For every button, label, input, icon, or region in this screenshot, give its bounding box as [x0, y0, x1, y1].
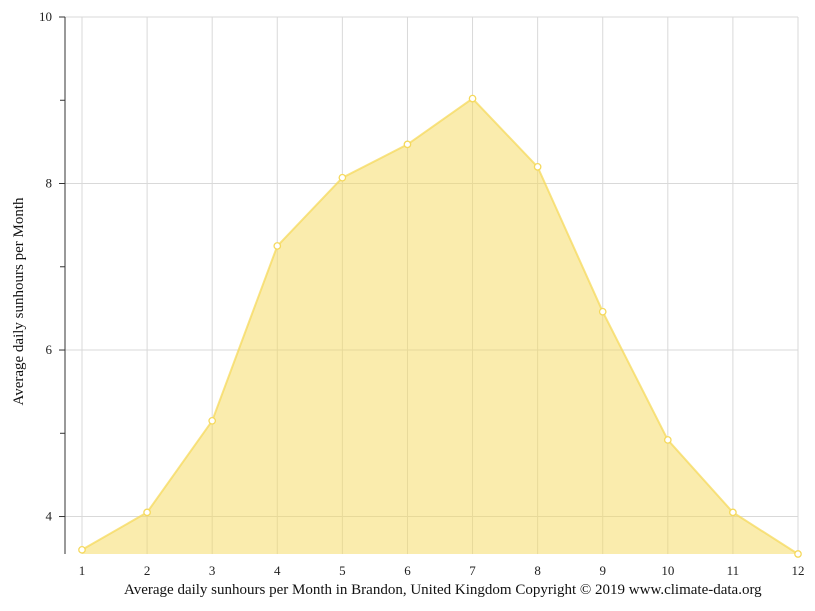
x-tick-label: 10: [661, 563, 674, 578]
data-point: [468, 94, 477, 103]
x-tick-label: 12: [792, 563, 805, 578]
y-tick-label: 8: [46, 176, 53, 191]
data-point: [338, 173, 347, 182]
data-point: [273, 242, 282, 250]
x-tick-label: 5: [339, 563, 346, 578]
data-point: [663, 436, 672, 444]
y-tick-label: 10: [39, 9, 52, 24]
y-tick-label: 4: [46, 509, 53, 524]
y-tick-label: 6: [46, 342, 53, 357]
x-tick-label: 2: [144, 563, 151, 578]
data-points: [78, 94, 802, 558]
data-point: [533, 163, 542, 171]
x-tick-label: 6: [404, 563, 411, 578]
sunhours-line: [81, 97, 799, 555]
data-point: [403, 140, 412, 149]
data-point: [729, 508, 737, 517]
sunhours-area: [82, 98, 798, 554]
x-tick-label: 8: [534, 563, 541, 578]
area-layer: [81, 97, 799, 555]
x-tick-label: 9: [599, 563, 606, 578]
x-axis: 1 2 3 4 5 6 7 8 9 10 11 12: [79, 563, 805, 578]
chart-caption: Average daily sunhours per Month in Bran…: [124, 582, 762, 598]
y-axis: 4 6 8 10: [39, 9, 66, 554]
data-point: [208, 416, 217, 425]
x-tick-label: 11: [727, 563, 740, 578]
data-point: [143, 508, 151, 517]
data-point: [794, 550, 802, 558]
x-tick-label: 7: [469, 563, 476, 578]
x-tick-label: 1: [79, 563, 86, 578]
x-tick-label: 3: [209, 563, 216, 578]
data-point: [78, 545, 86, 554]
y-axis-title: Average daily sunhours per Month: [11, 197, 27, 406]
x-tick-label: 4: [274, 563, 281, 578]
data-point: [598, 307, 607, 316]
